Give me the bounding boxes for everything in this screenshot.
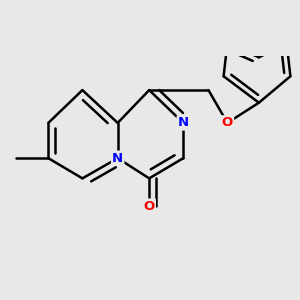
Text: O: O (144, 200, 155, 213)
Text: N: N (178, 116, 189, 129)
Text: N: N (112, 152, 123, 165)
Text: O: O (222, 116, 233, 129)
